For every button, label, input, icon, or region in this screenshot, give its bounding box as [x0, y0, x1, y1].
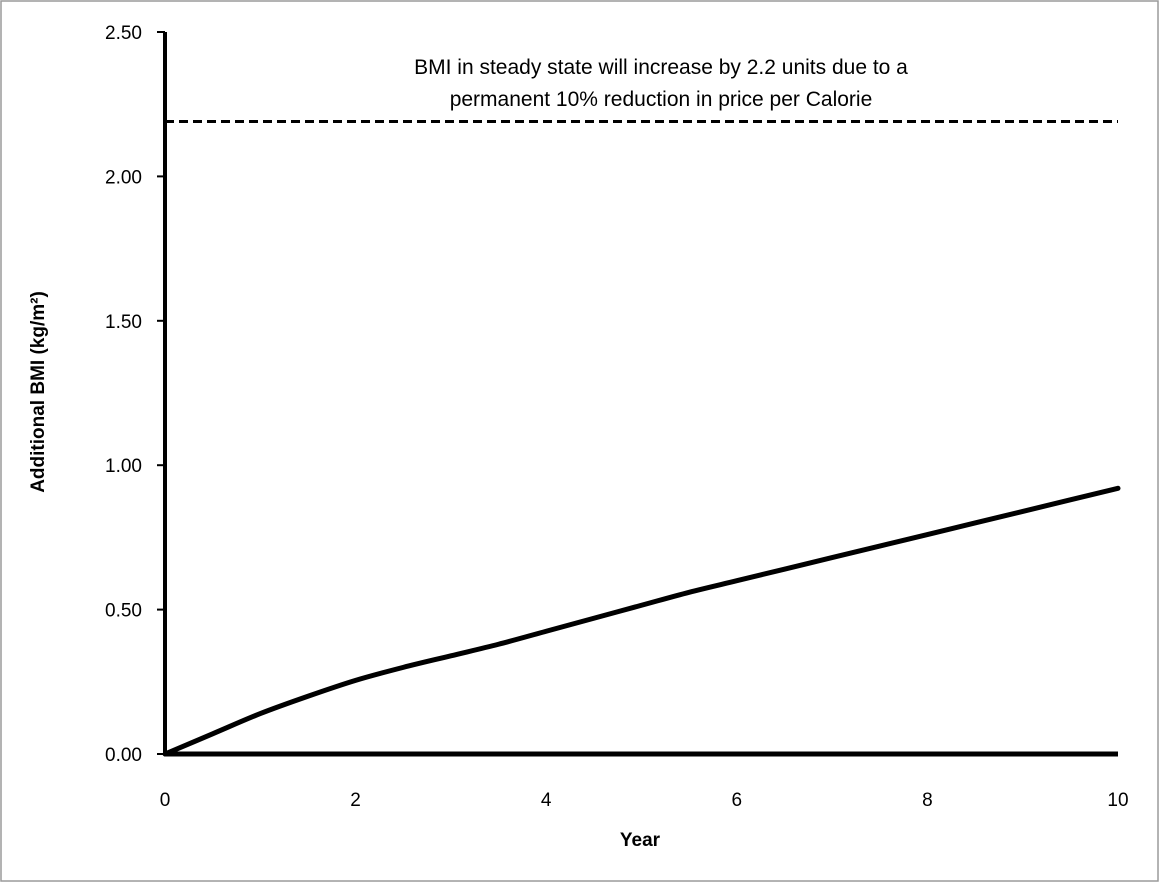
annotation-line-2: permanent 10% reduction in price per Cal… — [450, 88, 873, 111]
tick-labels: 0.00 0.50 1.00 1.50 2.00 2.50 0 2 4 6 8 10 — [105, 23, 1129, 811]
x-tick-label: 2 — [350, 790, 361, 811]
x-axis-title: Year — [620, 830, 661, 851]
y-tick-label: 2.50 — [105, 23, 142, 44]
y-tick-label: 1.50 — [105, 312, 142, 333]
y-tick-label: 1.00 — [105, 456, 142, 477]
x-tick-label: 0 — [160, 790, 171, 811]
axes-layer — [157, 31, 1118, 757]
x-tick-label: 10 — [1107, 790, 1128, 811]
series-layer — [162, 120, 1121, 757]
annotation-line-1: BMI in steady state will increase by 2.2… — [414, 56, 908, 79]
x-tick-label: 6 — [732, 790, 743, 811]
x-tick-label: 4 — [541, 790, 552, 811]
y-tick-label: 0.00 — [105, 745, 142, 766]
y-axis-title: Additional BMI (kg/m²) — [28, 291, 49, 493]
x-tick-label: 8 — [922, 790, 933, 811]
y-tick-label: 2.00 — [105, 167, 142, 188]
y-tick-label: 0.50 — [105, 601, 142, 622]
bmi-series-line — [162, 485, 1121, 757]
